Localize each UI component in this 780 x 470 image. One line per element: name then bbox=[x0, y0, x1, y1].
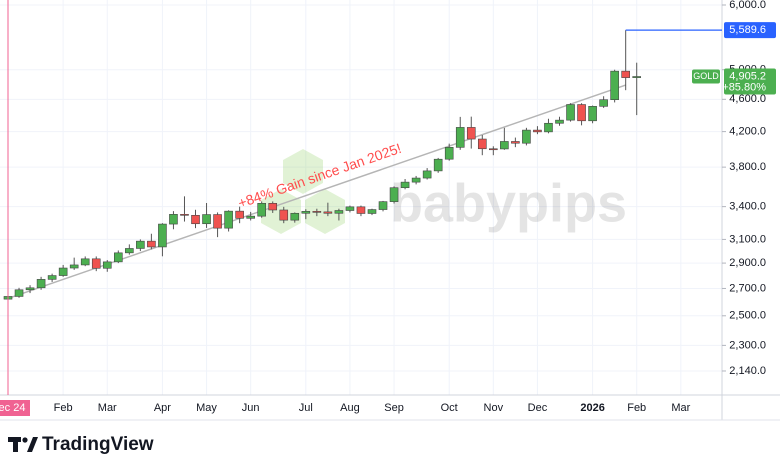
y-tick-label: 4,600.0 bbox=[729, 93, 766, 105]
high-label-box bbox=[724, 22, 776, 39]
candle-body bbox=[202, 214, 211, 225]
x-tick-label: 2026 bbox=[580, 402, 604, 414]
symbol-label: GOLD bbox=[693, 71, 719, 81]
candle-body bbox=[58, 267, 68, 276]
x-tick-label: Oct bbox=[441, 402, 458, 414]
candle-body bbox=[500, 141, 509, 150]
candle-body bbox=[367, 209, 377, 214]
candle-body bbox=[114, 252, 123, 263]
candle-body bbox=[588, 106, 597, 122]
candle-body bbox=[444, 147, 454, 160]
candle-body bbox=[610, 70, 619, 101]
candle-body bbox=[621, 70, 630, 78]
brand: TradingView bbox=[42, 434, 154, 455]
x-tick-label: Aug bbox=[340, 402, 360, 414]
candle-body bbox=[69, 264, 79, 269]
candle-body bbox=[422, 170, 432, 179]
y-tick-label: 2,300.0 bbox=[729, 339, 766, 351]
candle-body bbox=[544, 122, 553, 133]
brand-logo bbox=[8, 437, 38, 452]
candle-body bbox=[312, 211, 322, 213]
candle-body bbox=[632, 76, 642, 78]
last-price-box bbox=[724, 68, 776, 95]
candle-body bbox=[555, 119, 564, 124]
candle-body bbox=[378, 201, 388, 210]
x-tick-label: Nov bbox=[484, 402, 504, 414]
candle-body bbox=[566, 104, 575, 121]
candle-body bbox=[125, 248, 134, 254]
y-tick-label: 4,200.0 bbox=[729, 126, 766, 138]
candle-body bbox=[14, 289, 24, 297]
candle-body bbox=[389, 187, 399, 202]
candle-body bbox=[279, 209, 289, 221]
x-tick-label: Apr bbox=[154, 402, 171, 414]
y-tick-label: 3,800.0 bbox=[729, 161, 766, 173]
candle-body bbox=[80, 258, 90, 266]
candle-body bbox=[433, 158, 443, 172]
y-tick-label: 2,900.0 bbox=[729, 257, 766, 269]
candle-body bbox=[511, 141, 520, 144]
candle-body bbox=[136, 240, 145, 249]
candle-body bbox=[345, 206, 355, 211]
candle-body bbox=[411, 177, 421, 183]
x-tick-label: Feb bbox=[627, 402, 646, 414]
candle-body bbox=[400, 181, 410, 189]
x-tick-label: Jul bbox=[299, 402, 313, 414]
candle-body bbox=[323, 211, 333, 214]
candle-body bbox=[91, 258, 101, 269]
x-tick-label: Feb bbox=[54, 402, 73, 414]
candle-body bbox=[356, 206, 366, 214]
candle-body bbox=[577, 104, 586, 122]
candle-body bbox=[455, 127, 465, 148]
x-tick-label: Jun bbox=[242, 402, 260, 414]
candle-body bbox=[25, 287, 35, 291]
candle-body bbox=[290, 212, 300, 221]
candle-body bbox=[301, 211, 311, 214]
last-price-label: 4,905.2 bbox=[729, 70, 766, 82]
x-tick-label: Mar bbox=[671, 402, 690, 414]
x-cursor-box bbox=[0, 400, 30, 416]
candle-body bbox=[102, 261, 112, 269]
candle-body bbox=[466, 127, 476, 140]
candle-body bbox=[533, 129, 542, 133]
candle-body bbox=[213, 214, 222, 229]
candle-body bbox=[334, 210, 344, 214]
last-price-change: +85.80% bbox=[722, 81, 766, 93]
candle-body bbox=[158, 223, 167, 248]
candle-body bbox=[169, 214, 178, 225]
x-tick-label: Mar bbox=[98, 402, 117, 414]
candle-body bbox=[47, 275, 57, 280]
candle-body bbox=[257, 203, 266, 217]
x-tick-label: Dec 24 bbox=[0, 402, 25, 414]
y-tick-label: 6,000.0 bbox=[729, 0, 766, 11]
symbol-box bbox=[692, 69, 720, 84]
candle-body bbox=[36, 279, 46, 289]
y-tick-label: 2,140.0 bbox=[729, 365, 766, 377]
y-tick-label: 3,100.0 bbox=[729, 233, 766, 245]
candle-body bbox=[147, 240, 156, 248]
candle-body bbox=[224, 210, 233, 229]
watermark: babypips bbox=[390, 173, 627, 233]
candle-body bbox=[268, 203, 278, 211]
y-tick-label: 2,700.0 bbox=[729, 282, 766, 294]
y-tick-label: 2,500.0 bbox=[729, 310, 766, 322]
high-label: 5,589.6 bbox=[729, 24, 766, 36]
candle-body bbox=[599, 99, 608, 107]
candle-body bbox=[489, 148, 498, 151]
candle-body bbox=[477, 138, 487, 150]
candle-body bbox=[235, 210, 244, 219]
y-tick-label: 3,400.0 bbox=[729, 201, 766, 213]
candle-body bbox=[246, 215, 255, 219]
x-tick-label: Sep bbox=[384, 402, 404, 414]
candle-body bbox=[522, 129, 531, 144]
candle-body bbox=[180, 214, 189, 216]
candle-body bbox=[191, 214, 200, 225]
x-tick-label: May bbox=[196, 402, 217, 414]
x-tick-label: Dec bbox=[528, 402, 548, 414]
